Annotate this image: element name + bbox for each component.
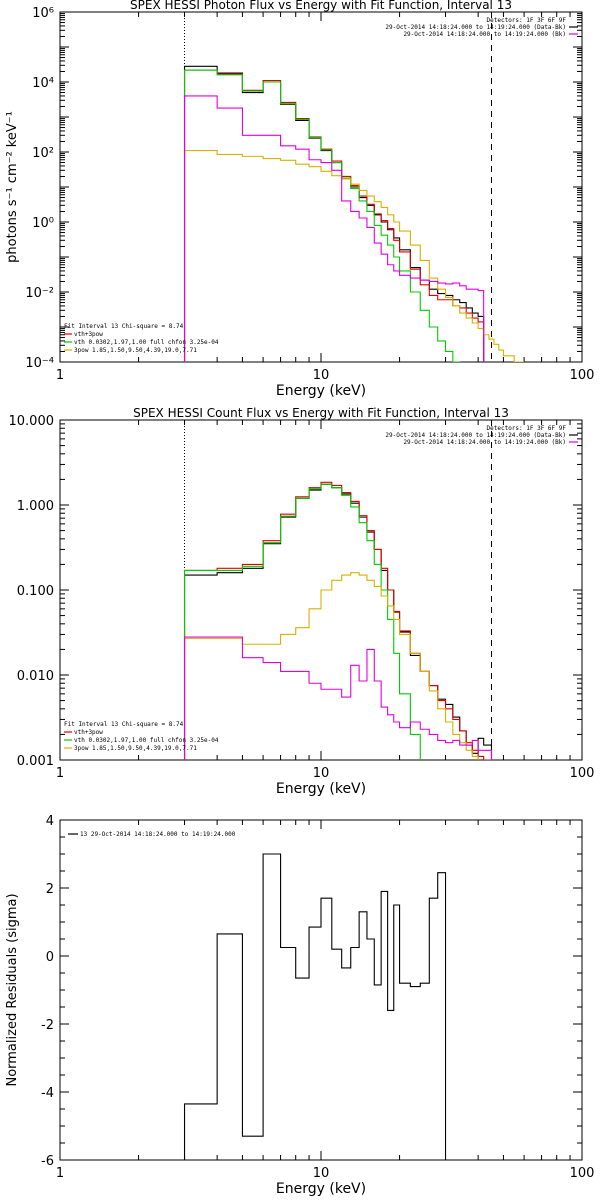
x-axis-label: Energy (keV): [276, 781, 366, 797]
legend-top-entry: 29-Oct-2014 14:18:24.000 to 14:19:24.000…: [403, 31, 566, 38]
y-tick-label: 2: [46, 882, 54, 897]
series-line-3: [183, 150, 525, 362]
legend-bottom-entry: vth 0.0302,1.97,1.00 full chfon 3.25e-04: [74, 339, 219, 346]
y-tick-label: 0.010: [17, 669, 54, 684]
count-flux-panel: SPEX HESSI Count Flux vs Energy with Fit…: [9, 406, 595, 797]
y-tick-label: 1.000: [17, 499, 54, 514]
legend-bottom-entry: vth 0.0302,1.97,1.00 full chfon 3.25e-04: [74, 737, 219, 744]
series-group: [183, 853, 447, 1160]
x-tick-label: 1: [56, 1166, 64, 1181]
x-axis-label: Energy (keV): [276, 1181, 366, 1197]
series-line-4: [183, 95, 485, 362]
series-line-0: [183, 65, 485, 362]
y-tick-label: 0.001: [17, 754, 54, 769]
legend-top-entry: Detectors: 1F 3F 6F 9F: [487, 425, 567, 432]
series-group: [183, 65, 525, 362]
plot-frame: [59, 11, 583, 363]
legend-bottom-entry: vth+3pow: [74, 729, 103, 736]
y-tick-label: 0: [46, 950, 54, 965]
y-tick-label: 10.000: [9, 414, 55, 429]
y-tick-label: 10²: [32, 146, 54, 161]
legend-bottom-entry: Fit Interval 13 Chi-square = 8.74: [64, 721, 184, 728]
x-tick-label: 10: [313, 1166, 330, 1181]
x-tick-label: 100: [570, 766, 595, 781]
x-tick-label: 100: [570, 1166, 595, 1181]
x-tick-label: 1: [56, 766, 64, 781]
chart-title: SPEX HESSI Count Flux vs Energy with Fit…: [133, 406, 509, 420]
y-tick-label: 0.100: [17, 584, 54, 599]
series-line-0: [183, 853, 447, 1160]
x-axis-label: Energy (keV): [276, 383, 366, 399]
y-tick-label: -4: [41, 1086, 54, 1101]
residuals-panel: 1 10 100 Energy (keV) -6 -4 -2 0 2 4 Normalized Re…: [5, 814, 594, 1197]
x-tick-label: 10: [313, 368, 330, 383]
legend-top-entry: 13 29-Oct-2014 14:18:24.000 to 14:19:24.…: [80, 831, 236, 838]
y-tick-label: -2: [41, 1018, 54, 1033]
series-line-2: [183, 69, 485, 362]
legend-bottom-entry: 3pow 1.85,1.50,9.50,4.39,19.0,7.71: [74, 745, 197, 752]
series-group: [183, 481, 493, 760]
y-tick-label: 10⁰: [32, 216, 54, 231]
y-tick-label: 10⁻²: [25, 286, 54, 301]
legend-bottom-entry: 3pow 1.85,1.50,9.50,4.39,19.0,7.71: [74, 347, 197, 354]
y-tick-label: 10⁶: [32, 6, 54, 21]
plot-frame: [59, 819, 583, 1161]
legend-bottom-entry: vth+3pow: [74, 331, 103, 338]
legend-top-entry: 29-Oct-2014 14:18:24.000 to 14:19:24.000…: [403, 439, 566, 446]
y-axis-label: photons s⁻¹ cm⁻² keV⁻¹: [5, 111, 20, 263]
chart-title: SPEX HESSI Photon Flux vs Energy with Fi…: [130, 0, 512, 12]
y-axis-label: Normalized Residuals (sigma): [5, 893, 20, 1086]
legend-top-entry: 29-Oct-2014 14:18:24.000 to 14:19:24.000…: [385, 24, 566, 31]
photon-flux-panel: SPEX HESSI Photon Flux vs Energy with Fi…: [5, 0, 594, 399]
y-tick-label: -6: [41, 1154, 54, 1169]
legend-top-entry: Detectors: 1F 3F 6F 9F: [487, 17, 567, 24]
legend-bottom-entry: Fit Interval 13 Chi-square = 8.74: [64, 323, 184, 330]
x-tick-label: 1: [56, 368, 64, 383]
series-line-3: [183, 572, 493, 760]
x-tick-label: 10: [313, 766, 330, 781]
y-tick-label: 10⁻⁴: [25, 356, 54, 371]
y-tick-label: 10⁴: [32, 76, 54, 91]
series-line-1: [183, 69, 485, 362]
series-line-4: [183, 636, 493, 760]
x-tick-label: 100: [570, 368, 595, 383]
legend-top-entry: 29-Oct-2014 14:18:24.000 to 14:19:24.000…: [385, 432, 566, 439]
y-tick-label: 4: [46, 814, 54, 829]
